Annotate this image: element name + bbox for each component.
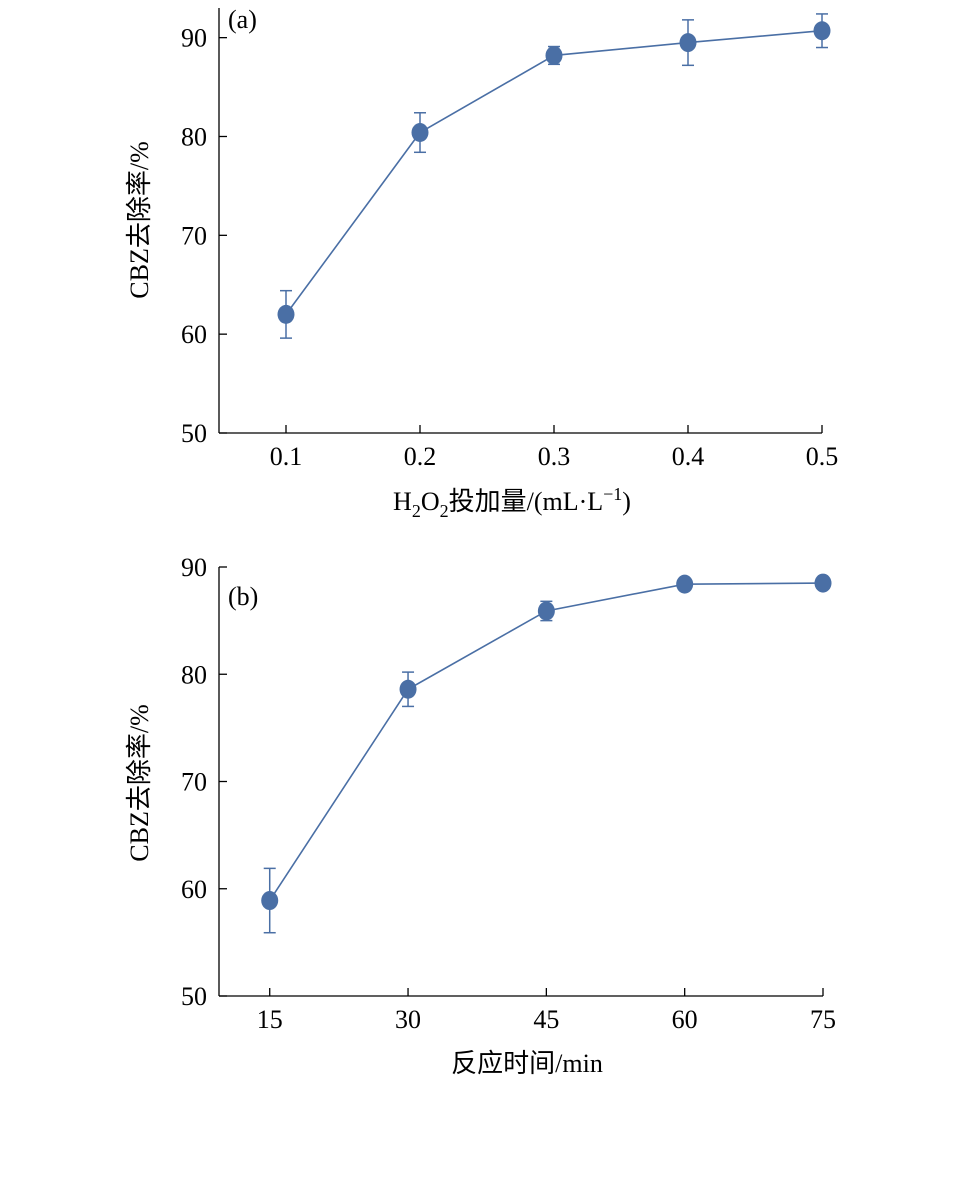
y-axis-title: CBZ去除率/% [125, 704, 154, 861]
x-axis-title-main: 投加量/(mL·L [449, 487, 604, 516]
x-tick-label: 0.5 [806, 442, 839, 471]
y-axis-title: CBZ去除率/% [125, 141, 154, 298]
series-marks [277, 13, 831, 339]
x-axis-title-h: H [393, 487, 412, 516]
y-tick-label: 60 [181, 320, 207, 349]
y-tick-label: 70 [181, 768, 207, 797]
chart-panel-b: 50 60 70 80 90 15 30 45 60 75 (b) CBZ去除率/% 反应时间/… [125, 553, 836, 1078]
x-tick-label: 15 [257, 1005, 283, 1034]
data-point [545, 45, 563, 65]
x-axis-title-sub: 2 [412, 501, 421, 521]
data-point [411, 123, 429, 143]
x-ticks: 15 30 45 60 75 [257, 988, 836, 1034]
x-axis-title-sub: 2 [440, 501, 449, 521]
x-ticks: 0.1 0.2 0.3 0.4 0.5 [270, 425, 839, 471]
y-tick-label: 90 [181, 24, 207, 53]
data-point [679, 33, 697, 53]
data-point [814, 573, 832, 593]
series-marks [261, 573, 832, 934]
data-point [261, 891, 279, 911]
data-point [277, 304, 295, 324]
x-tick-label: 60 [672, 1005, 698, 1034]
x-tick-label: 45 [533, 1005, 559, 1034]
y-tick-label: 60 [181, 875, 207, 904]
x-tick-label: 0.3 [538, 442, 571, 471]
x-axis-title: H2O2投加量/(mL·L−1) [393, 484, 631, 521]
y-ticks: 50 60 70 80 90 [181, 24, 227, 448]
y-tick-label: 70 [181, 221, 207, 250]
y-tick-label: 50 [181, 982, 207, 1011]
data-point [676, 574, 694, 594]
x-tick-label: 0.4 [672, 442, 705, 471]
data-point [813, 21, 831, 41]
data-point [537, 601, 555, 621]
series-line [285, 29, 823, 315]
data-point [399, 679, 417, 699]
y-tick-label: 50 [181, 419, 207, 448]
series-line [269, 582, 824, 901]
y-tick-label: 90 [181, 553, 207, 582]
x-tick-label: 75 [810, 1005, 836, 1034]
x-tick-label: 0.2 [404, 442, 437, 471]
y-ticks: 50 60 70 80 90 [181, 553, 227, 1011]
x-axis-title-o: O [421, 487, 440, 516]
y-tick-label: 80 [181, 660, 207, 689]
x-axis-title-sup: −1 [603, 484, 622, 504]
panel-label: (a) [228, 5, 257, 34]
x-axis-title-close: ) [622, 487, 631, 516]
y-tick-label: 80 [181, 122, 207, 151]
x-tick-label: 0.1 [270, 442, 303, 471]
x-axis-title: 反应时间/min [451, 1049, 603, 1078]
x-tick-label: 30 [395, 1005, 421, 1034]
panel-label: (b) [228, 582, 258, 611]
